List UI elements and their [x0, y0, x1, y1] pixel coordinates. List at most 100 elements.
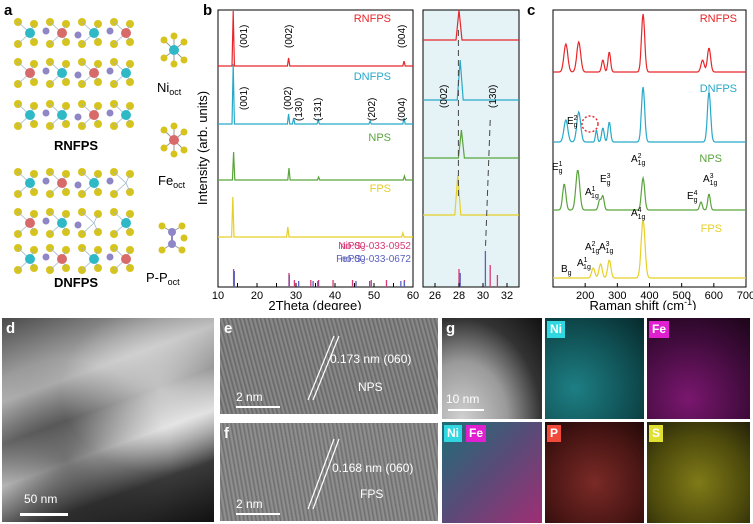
eds-map-fe: Fe: [647, 318, 750, 419]
zoom-line-nps: [423, 129, 519, 159]
raman-line-fps: [553, 219, 746, 279]
mode-eg4-nps: E4 g: [687, 190, 698, 204]
peak-004-r: (004): [397, 25, 408, 48]
peak-202-d: (202): [367, 98, 378, 121]
stem-image-d: d 50 nm: [2, 318, 214, 522]
scale-text-e: 2 nm: [236, 390, 263, 404]
ref-fe-code: no.00-033-0672: [340, 254, 411, 265]
panel-label-d: d: [6, 320, 16, 337]
peak-002-r: (002): [284, 25, 295, 48]
svg-text:Nioct: Nioct: [157, 80, 182, 97]
xrd-line-fps: [218, 196, 413, 238]
eds-map-s: S: [647, 422, 750, 523]
panel-label-g: g: [446, 320, 456, 337]
raman-line-nps: [553, 170, 746, 211]
mode-eg1-nps: E1 g: [552, 161, 563, 175]
ref-ni-code: no.00-033-0952: [340, 241, 411, 252]
peak-131-d: (131): [313, 98, 324, 121]
zoom-line-rnfps: [423, 9, 519, 41]
mode-bg-fps: Bg: [561, 264, 572, 277]
zoom-line-dnfps: [423, 59, 519, 101]
raman-tick-label: 200: [576, 290, 594, 302]
raman-line-dnfps: [553, 86, 746, 143]
mode-a1g3-fps: A3 1g: [599, 241, 613, 255]
p-map-tag: P: [547, 425, 562, 442]
mode-a1g3-nps: A3 1g: [703, 173, 717, 187]
panel-label-e: e: [224, 320, 233, 337]
xrd-xlabel: 2Theta (degree): [268, 298, 361, 310]
dspacing-f: 0.168 nm (060): [332, 461, 414, 475]
svg-text:NiPS3: NiPS3: [338, 241, 365, 253]
panel-label-f: f: [224, 425, 229, 442]
peak-001-r: (001): [239, 25, 250, 48]
haadf-image-g: g 10 nm: [442, 318, 542, 419]
pp-octahedron-icon: [158, 222, 188, 254]
zoom-guide-130: [484, 119, 491, 251]
xrd-line-rnfps: [218, 10, 413, 67]
hrtem-image-e: e 0.173 nm (060) NPS 2 nm: [220, 318, 438, 414]
mode-a1g1-nps: A1 1g: [585, 186, 599, 200]
raman-label-fps: FPS: [701, 223, 722, 235]
raman-line-rnfps: [553, 13, 746, 73]
xrd-line-nps: [218, 151, 413, 181]
xrd-tick-label: 10: [212, 290, 224, 302]
zoom-line-fps: [423, 174, 519, 216]
hrtem-image-f: f 0.168 nm (060) FPS 2 nm: [220, 423, 438, 521]
raman-xlabel: Raman shift (cm: [590, 298, 685, 310]
ni-oct-label: Ni: [157, 80, 169, 95]
xrd-tick-label: 20: [251, 290, 263, 302]
xrd-label-nps: NPS: [368, 132, 391, 144]
zoom-tick-label: 30: [477, 290, 489, 302]
mode-a1g2-fps: A2 1g: [585, 241, 599, 255]
zoom-tick-label: 26: [429, 290, 441, 302]
pp-oct-label: P-P: [146, 270, 168, 285]
fe-oct-label: Fe: [158, 173, 173, 188]
scale-bar-g: [448, 409, 484, 411]
xrd-label-fps: FPS: [370, 183, 391, 195]
rnfps-label: RNFPS: [54, 138, 98, 153]
structure-panel: RNFPS DNFPS Nioct Feoct P-Poct: [13, 17, 188, 290]
scale-text-d: 50 nm: [24, 492, 58, 506]
ni-octahedron-icon: [160, 32, 188, 68]
peak-002-d: (002): [283, 87, 294, 110]
scale-text-f: 2 nm: [236, 497, 263, 511]
xrd-tick-label: 30: [290, 290, 302, 302]
mode-eg3-nps: E3 g: [600, 173, 611, 187]
peak-004-d: (004): [397, 98, 408, 121]
raman-label-dnfps: DNFPS: [700, 83, 737, 95]
ni-map-tag: Ni: [547, 321, 565, 338]
raman-tick-label: 500: [672, 290, 690, 302]
sample-e: NPS: [358, 380, 383, 394]
raman-label-nps: NPS: [699, 153, 722, 165]
overlay-ni-tag: Ni: [444, 425, 462, 442]
peak-001-d: (001): [239, 87, 250, 110]
panel-label-a: a: [4, 2, 13, 19]
zoom-tick-label: 32: [501, 290, 513, 302]
svg-text:Feoct: Feoct: [158, 173, 186, 190]
fe-octahedron-icon: [160, 122, 188, 158]
zoom-tick-label: 28: [453, 290, 465, 302]
zoom-peak-002: (002): [439, 85, 450, 108]
raman-tick-label: 600: [705, 290, 723, 302]
scale-bar-d: [20, 513, 68, 516]
overlay-fe-tag: Fe: [466, 425, 487, 442]
highlight-circle: [581, 115, 599, 133]
raman-chart: 200 300 400 500 600 700 Raman shift (cm-1) RN…: [552, 9, 753, 310]
scale-text-g: 10 nm: [446, 392, 480, 406]
svg-text:Raman shift (cm-1): Raman shift (cm-1): [590, 297, 697, 310]
raman-tick-label: 400: [640, 290, 658, 302]
fe-map-tag: Fe: [649, 321, 670, 338]
s-map-tag: S: [649, 425, 664, 442]
mode-a1g1-fps: A1 1g: [577, 257, 591, 271]
eds-map-p: P: [545, 422, 644, 523]
xrd-tick-label: 60: [407, 290, 419, 302]
svg-text:P-Poct: P-Poct: [146, 270, 180, 287]
xrd-tick-label: 40: [329, 290, 341, 302]
xrd-tick-label: 50: [368, 290, 380, 302]
panel-label-c: c: [527, 2, 536, 19]
xrd-chart: 10 20 30 40 50 60 26 28 30 32 Intensity (arb. un…: [195, 9, 520, 310]
scale-bar-e: [236, 406, 280, 408]
mode-eg2-dnfps: E2 g: [567, 115, 578, 129]
raman-tick-label: 700: [737, 290, 753, 302]
raman-tick-label: 300: [608, 290, 626, 302]
